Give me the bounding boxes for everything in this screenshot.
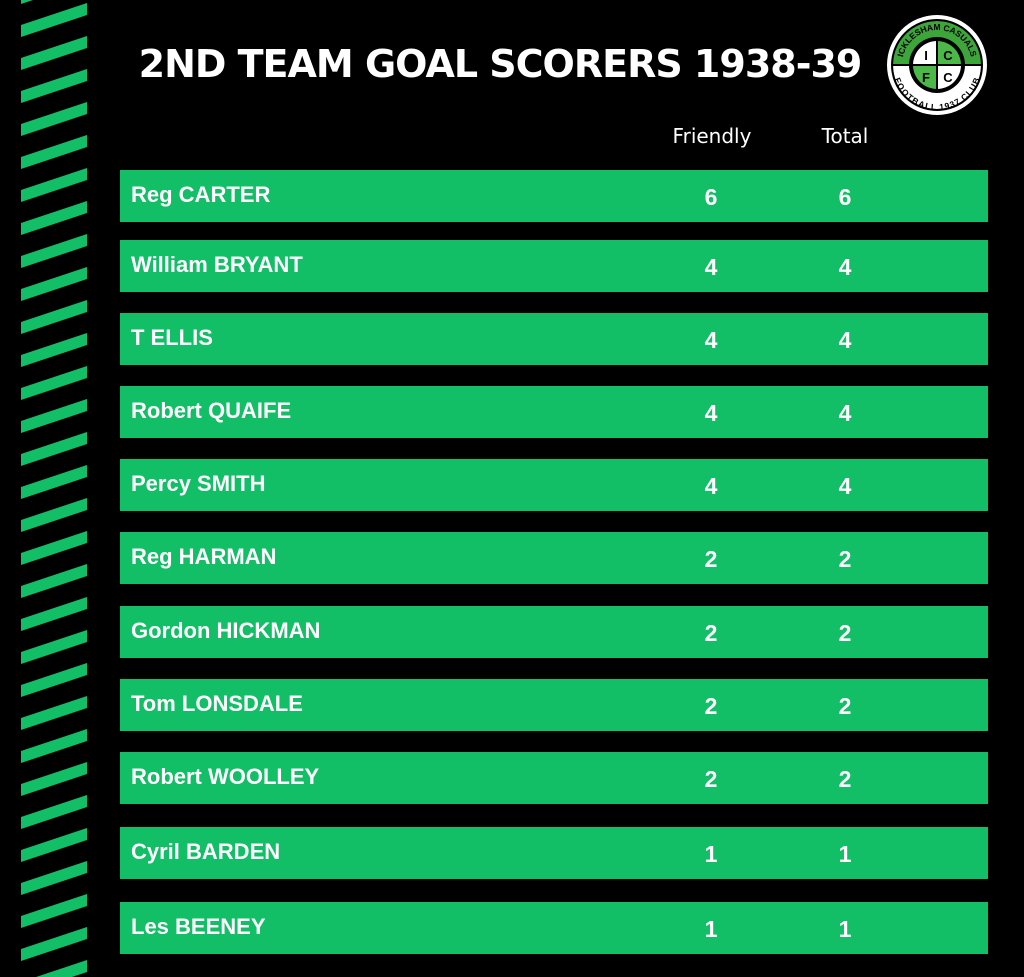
- friendly-goals: 4: [704, 327, 718, 353]
- table-row: Gordon HICKMAN 2 2: [120, 606, 988, 658]
- total-goals: 4: [838, 254, 852, 280]
- total-goals: 4: [838, 473, 852, 499]
- total-goals: 4: [838, 400, 852, 426]
- player-name: Reg CARTER: [131, 182, 271, 207]
- friendly-goals: 6: [704, 184, 718, 210]
- friendly-goals: 2: [704, 546, 718, 572]
- friendly-goals: 2: [704, 766, 718, 792]
- friendly-goals: 4: [704, 400, 718, 426]
- total-goals: 4: [838, 327, 852, 353]
- player-name: Percy SMITH: [131, 471, 266, 496]
- friendly-goals: 4: [704, 254, 718, 280]
- friendly-goals: 1: [704, 916, 718, 942]
- player-name: Tom LONSDALE: [131, 691, 303, 716]
- total-goals: 2: [838, 693, 852, 719]
- table-row: Tom LONSDALE 2 2: [120, 679, 988, 731]
- column-header-friendly: Friendly: [672, 124, 752, 148]
- table-row: Reg HARMAN 2 2: [120, 532, 988, 584]
- player-name: Robert WOOLLEY: [131, 764, 320, 789]
- table-row: Cyril BARDEN 1 1: [120, 827, 988, 879]
- svg-text:C: C: [943, 48, 953, 63]
- svg-text:C: C: [943, 70, 953, 85]
- column-header-total: Total: [821, 124, 869, 148]
- total-goals: 2: [838, 546, 852, 572]
- total-goals: 1: [838, 841, 852, 867]
- friendly-goals: 2: [704, 693, 718, 719]
- player-name: Cyril BARDEN: [131, 839, 281, 864]
- player-name: William BRYANT: [131, 252, 303, 277]
- friendly-goals: 4: [704, 473, 718, 499]
- player-name: T ELLIS: [131, 325, 213, 350]
- decorative-stripes: [0, 0, 100, 977]
- table-row: T ELLIS 4 4: [120, 313, 988, 365]
- table-row: Robert WOOLLEY 2 2: [120, 752, 988, 804]
- svg-text:I: I: [924, 48, 928, 63]
- table-row: William BRYANT 4 4: [120, 240, 988, 292]
- club-logo: I C F C ICKLESHAM CASUALS FOOTBALL 1937 …: [887, 15, 987, 115]
- svg-text:F: F: [922, 70, 930, 85]
- table-row: Robert QUAIFE 4 4: [120, 386, 988, 438]
- friendly-goals: 2: [704, 620, 718, 646]
- player-name: Robert QUAIFE: [131, 398, 292, 423]
- total-goals: 2: [838, 620, 852, 646]
- total-goals: 1: [838, 916, 852, 942]
- table-row: Les BEENEY 1 1: [120, 902, 988, 954]
- friendly-goals: 1: [704, 841, 718, 867]
- player-name: Reg HARMAN: [131, 544, 277, 569]
- player-name: Les BEENEY: [131, 914, 266, 939]
- page-title: 2ND TEAM GOAL SCORERS 1938-39: [138, 42, 863, 86]
- total-goals: 2: [838, 766, 852, 792]
- player-name: Gordon HICKMAN: [131, 618, 321, 643]
- table-row: Reg CARTER 6 6: [120, 170, 988, 222]
- total-goals: 6: [838, 184, 852, 210]
- table-row: Percy SMITH 4 4: [120, 459, 988, 511]
